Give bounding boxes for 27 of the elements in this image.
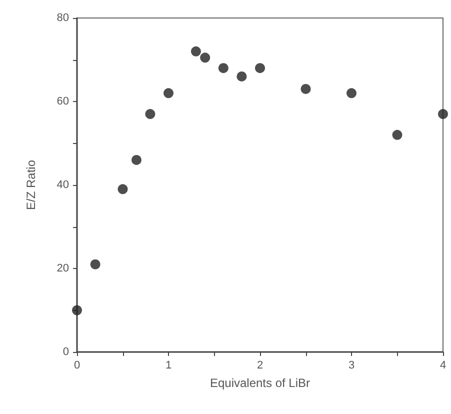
point xyxy=(118,184,128,194)
y-tick-label: 80 xyxy=(56,12,69,24)
point xyxy=(236,71,247,82)
x-tick-label: 1 xyxy=(165,360,172,372)
point xyxy=(300,84,311,94)
x-tick-label: 0 xyxy=(74,360,80,372)
point xyxy=(346,88,356,98)
x-tick-label: 3 xyxy=(348,360,355,372)
point xyxy=(72,305,82,316)
y-axis-title: E/Z Ratio xyxy=(24,160,38,210)
point xyxy=(164,88,174,98)
y-tick-label: 20 xyxy=(56,262,69,274)
point xyxy=(218,63,228,74)
point xyxy=(90,259,100,270)
point xyxy=(438,109,448,120)
point xyxy=(392,130,402,140)
x-tick-label: 4 xyxy=(440,360,446,372)
y-tick-label: 0 xyxy=(62,346,69,358)
x-axis-title: Equivalents of LiBr xyxy=(210,376,310,390)
y-tick-label: 60 xyxy=(56,96,69,108)
x-tick-label: 2 xyxy=(256,360,264,372)
point xyxy=(200,52,210,63)
y-tick-label: 40 xyxy=(56,179,69,191)
point xyxy=(255,63,265,74)
point xyxy=(190,46,201,56)
point xyxy=(145,109,156,120)
point xyxy=(131,154,142,165)
